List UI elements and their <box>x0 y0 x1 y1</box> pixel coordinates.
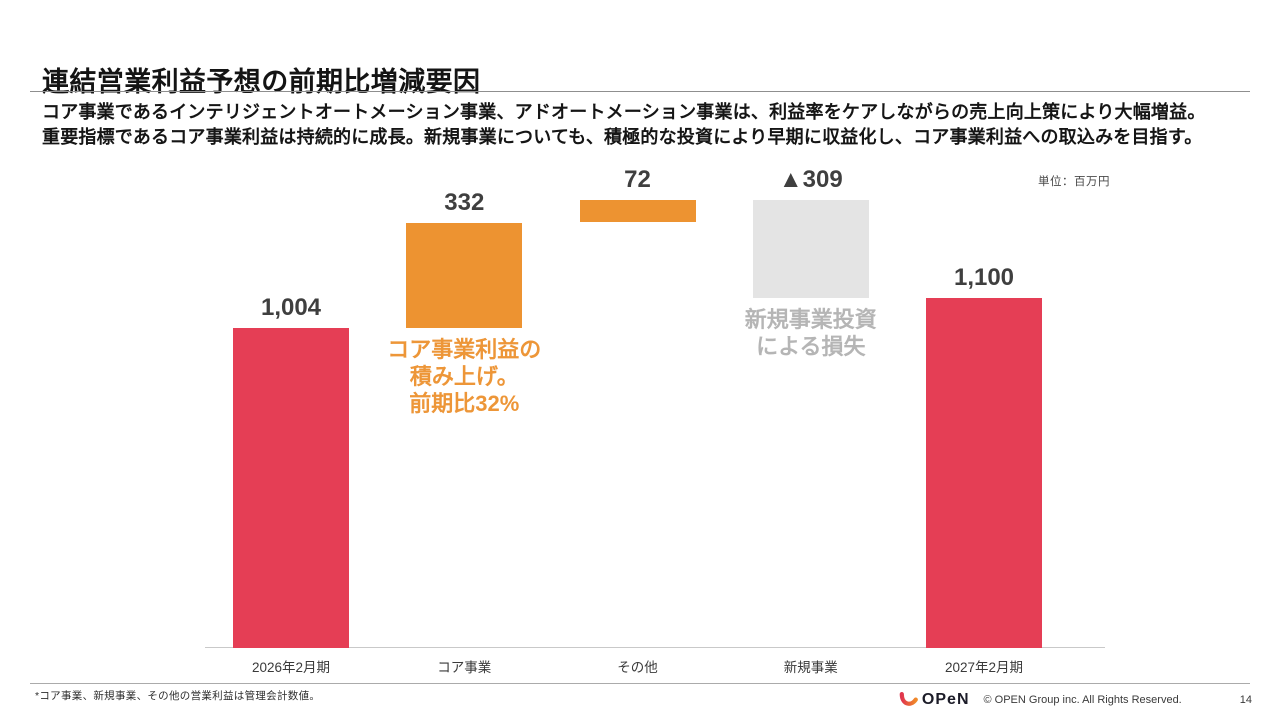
title-divider <box>30 91 1250 92</box>
x-axis-line <box>205 647 1105 648</box>
bar-value-label: 72 <box>624 165 651 193</box>
waterfall-bar <box>579 199 696 223</box>
x-axis-label: 2027年2月期 <box>944 660 1024 675</box>
waterfall-bar <box>233 328 349 648</box>
annotation-line: 前期比32% <box>409 391 520 417</box>
x-axis-label: コア事業 <box>437 660 492 675</box>
annotation-line: コア事業利益の <box>387 337 542 363</box>
copyright-text: © OPEN Group inc. All Rights Reserved. <box>983 694 1182 706</box>
bar-value-label: 1,100 <box>953 263 1015 291</box>
annotation-line: 積み上げ。 <box>409 364 519 390</box>
x-axis-label: その他 <box>617 660 658 675</box>
footer-divider <box>30 683 1250 684</box>
lead-text: コア事業であるインテリジェントオートメーション事業、アドオートメーション事業は、… <box>42 100 1242 150</box>
open-logo-text: OPeN <box>921 691 970 708</box>
chart-annotation: 新規事業投資 による損失 <box>691 306 931 360</box>
waterfall-bar <box>406 222 523 329</box>
x-axis-label: 新規事業 <box>783 660 838 675</box>
page-title: 連結営業利益予想の前期比増減要因 <box>42 67 481 98</box>
footer: OPeN © OPEN Group inc. All Rights Reserv… <box>898 688 1252 712</box>
waterfall-bar <box>926 297 1042 648</box>
open-logo: OPeN <box>898 691 970 709</box>
footnote: *コア事業、新規事業、その他の営業利益は管理会計数値。 <box>35 690 321 702</box>
bar-value-label: 1,004 <box>260 294 322 322</box>
chart-annotation: コア事業利益の 積み上げ。 前期比32% <box>344 336 584 417</box>
chart-unit-label: 単位：百万円 <box>1038 176 1110 188</box>
page-number: 14 <box>1239 694 1252 706</box>
lead-line-1: コア事業であるインテリジェントオートメーション事業、アドオートメーション事業は、… <box>42 102 1206 122</box>
x-axis-label: 2026年2月期 <box>251 660 331 675</box>
waterfall-bar <box>752 199 869 298</box>
open-logo-smile-icon <box>899 691 918 706</box>
bar-value-label: 332 <box>444 188 485 216</box>
waterfall-chart: 1,004 2026年2月期 332 コア事業 72 その他 ▲309 新規事業 1,100 20… <box>205 160 1105 675</box>
lead-line-2: 重要指標であるコア事業利益は持続的に成長。新規事業についても、積極的な投資により… <box>42 127 1203 147</box>
annotation-line: による損失 <box>756 334 866 359</box>
annotation-line: 新規事業投資 <box>744 307 877 332</box>
bar-value-label: ▲309 <box>778 165 843 193</box>
